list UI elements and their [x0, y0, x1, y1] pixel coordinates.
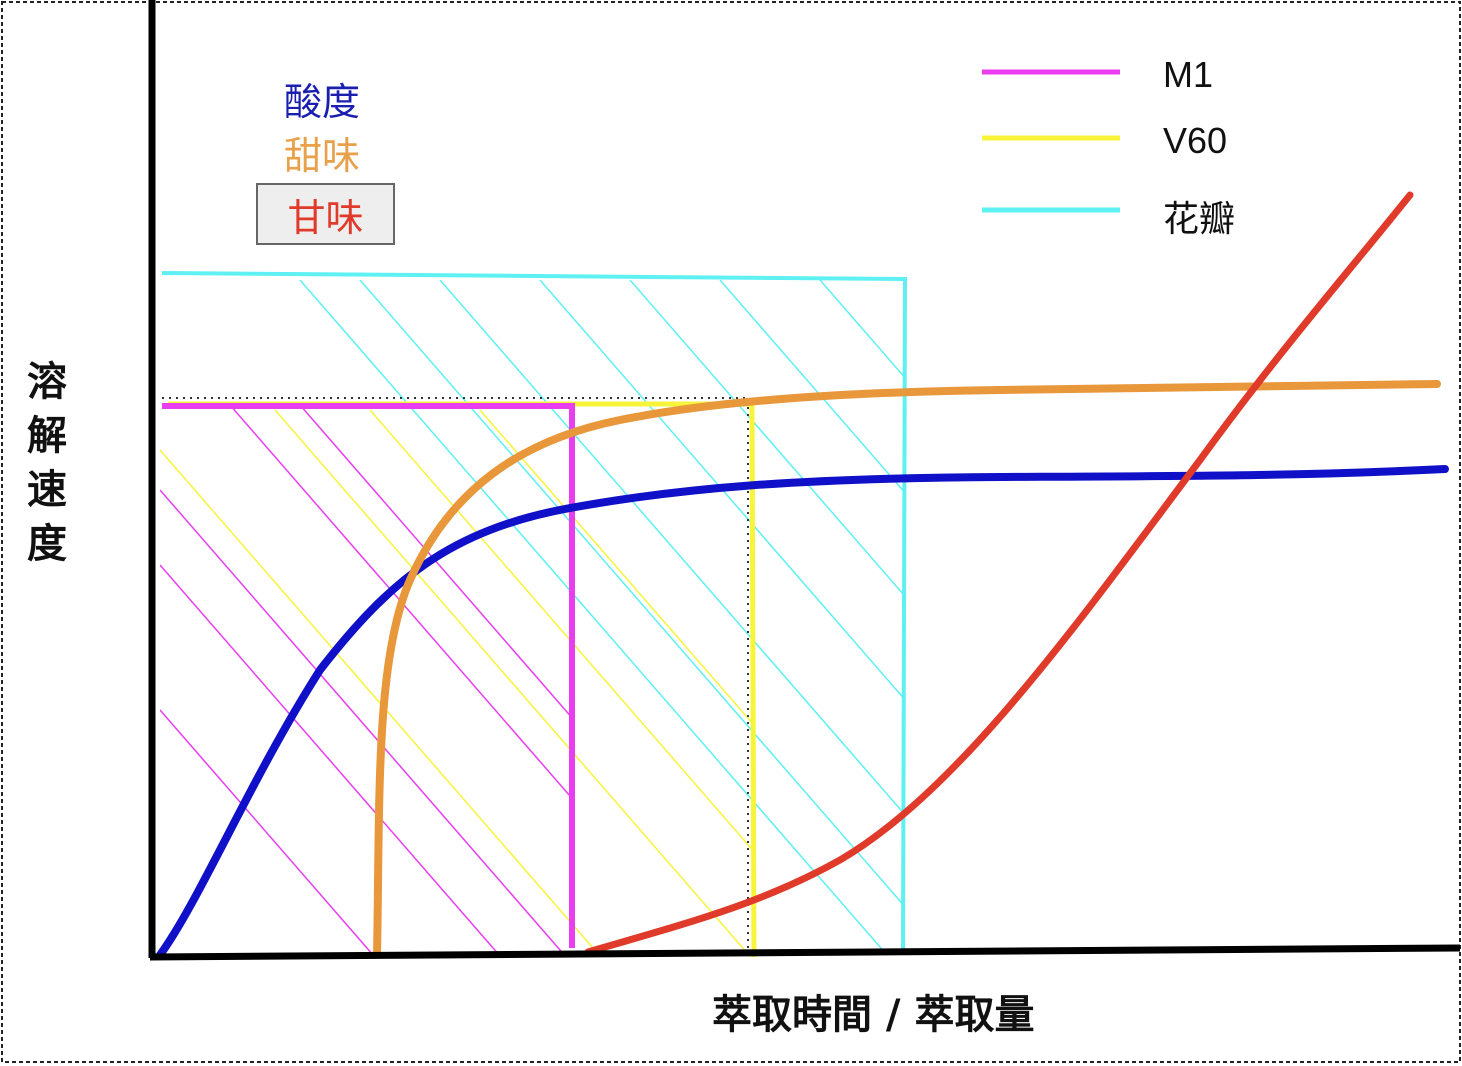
petal-hatch-line — [439, 280, 903, 813]
x-axis — [149, 944, 1461, 961]
acidity-label: 酸度 — [284, 80, 361, 124]
y-axis-label: 溶解速度 — [27, 359, 67, 567]
petal-range-outline — [161, 271, 908, 951]
m1-hatch-line — [160, 489, 567, 957]
v60-hatch-line — [274, 409, 752, 957]
sweetness-label: 甜味 — [284, 134, 361, 178]
petal-hatch-line — [299, 280, 884, 950]
sweet-aftertaste-box: 甘味 — [256, 183, 395, 245]
dotted-guide — [162, 397, 749, 950]
v60-hatch-line — [479, 409, 752, 724]
m1-hatch-line — [160, 709, 376, 957]
petal-hatch-line — [629, 280, 903, 595]
x-axis-label: 萃取時間 / 萃取量 — [712, 992, 1035, 1038]
sweetness-curve — [373, 380, 1441, 959]
legend-label-m1: M1 — [1163, 54, 1214, 95]
sweet-aftertaste-label: 甘味 — [287, 195, 364, 240]
legend-label-v60: V60 — [1163, 120, 1228, 161]
legend-label-petal: 花瓣 — [1163, 198, 1236, 239]
v60-range-outline — [168, 401, 757, 958]
v60-hatch-line — [369, 409, 752, 850]
m1-hatch-line — [160, 564, 502, 957]
petal-hatch-line — [719, 280, 903, 491]
sweet-aftertaste-curve — [584, 191, 1414, 956]
petal-hatch-line — [819, 280, 903, 376]
petal-hatch-line — [359, 280, 903, 905]
m1-range-outline — [162, 403, 575, 948]
